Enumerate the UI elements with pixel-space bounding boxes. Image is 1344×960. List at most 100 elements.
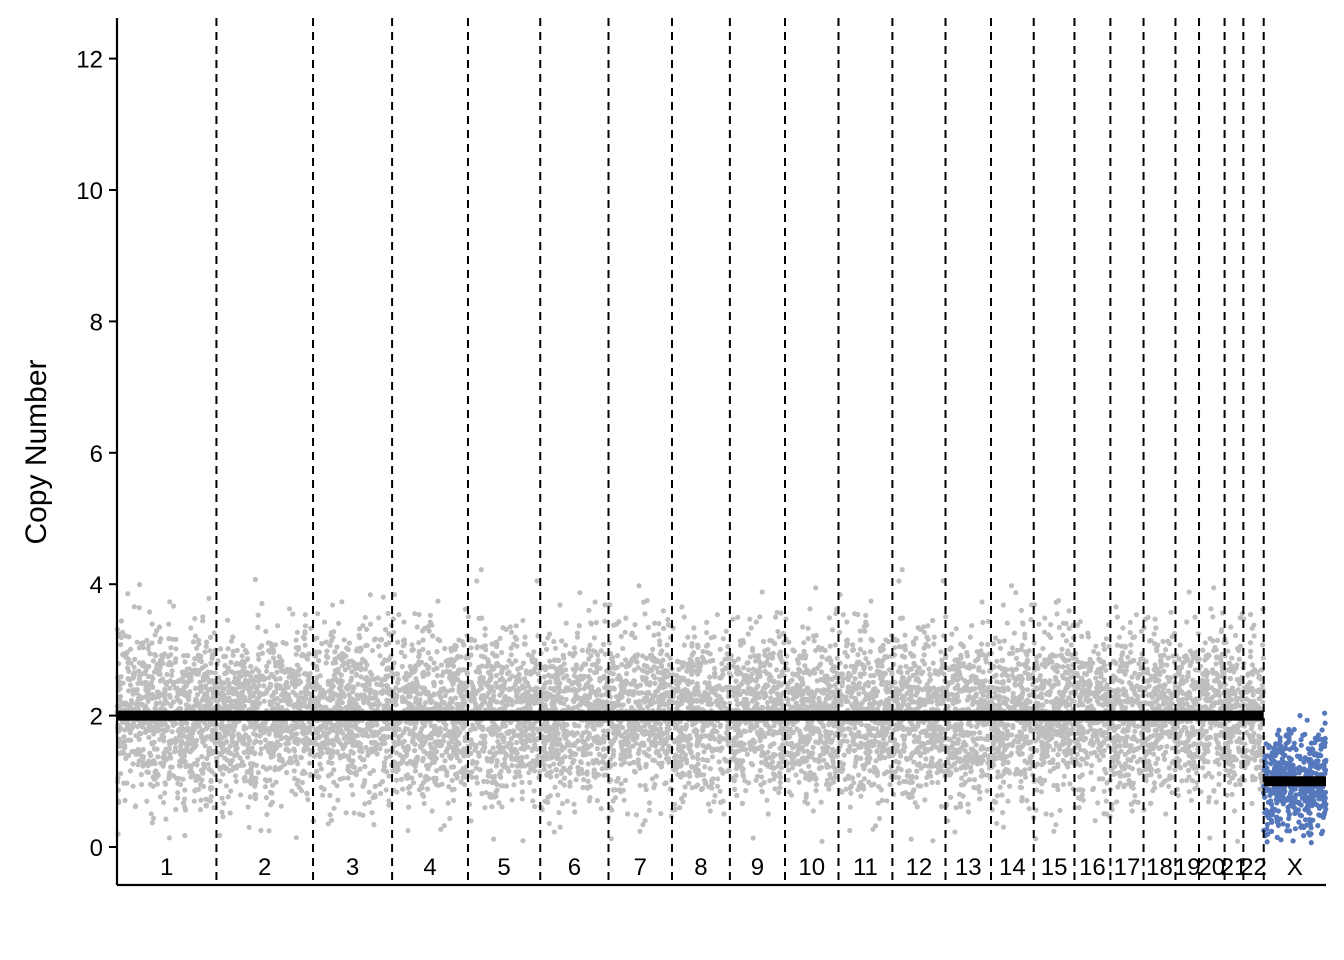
- data-point: [199, 777, 205, 783]
- data-point: [124, 665, 131, 671]
- data-point: [305, 797, 311, 803]
- data-point: [660, 608, 667, 614]
- data-point: [506, 768, 512, 774]
- data-point: [192, 616, 198, 622]
- data-point: [217, 832, 223, 839]
- data-point: [609, 678, 615, 684]
- data-point: [643, 761, 649, 768]
- data-point: [508, 746, 514, 752]
- data-point: [385, 687, 391, 693]
- data-point: [125, 676, 131, 682]
- data-point: [290, 611, 296, 617]
- data-point: [482, 699, 488, 705]
- data-point: [132, 804, 138, 810]
- data-point: [155, 721, 161, 727]
- data-point: [135, 680, 141, 687]
- data-point: [248, 706, 254, 712]
- data-point: [354, 692, 360, 698]
- data-point: [687, 656, 693, 663]
- data-point: [586, 656, 592, 662]
- data-point: [716, 759, 722, 765]
- data-point: [227, 723, 233, 729]
- data-point: [425, 624, 431, 630]
- data-point: [621, 797, 627, 803]
- data-point: [278, 803, 284, 809]
- data-point: [663, 730, 669, 736]
- data-point: [140, 763, 146, 769]
- data-point: [564, 728, 570, 735]
- data-point: [517, 734, 523, 740]
- data-point: [202, 649, 208, 655]
- data-point: [146, 734, 152, 741]
- data-point: [154, 689, 160, 695]
- data-point: [147, 609, 153, 615]
- data-point: [447, 753, 453, 759]
- data-point: [241, 660, 247, 666]
- data-point: [172, 659, 178, 665]
- data-point: [473, 744, 479, 750]
- data-point: [551, 638, 557, 645]
- data-point: [195, 691, 201, 698]
- data-point: [176, 775, 182, 781]
- data-point: [219, 749, 225, 756]
- data-point: [315, 611, 321, 617]
- data-point: [227, 761, 233, 767]
- data-point: [567, 742, 573, 748]
- data-point: [331, 767, 337, 773]
- data-point: [452, 646, 458, 653]
- data-point: [719, 745, 725, 751]
- data-point: [253, 775, 259, 782]
- data-point: [646, 720, 652, 726]
- data-point: [485, 657, 491, 663]
- data-point: [635, 690, 642, 696]
- data-point: [431, 683, 437, 689]
- data-point: [182, 807, 189, 813]
- data-point: [658, 811, 664, 817]
- data-point: [506, 676, 513, 682]
- data-point: [592, 649, 599, 655]
- data-point: [652, 781, 658, 788]
- data-point: [682, 792, 688, 798]
- data-point: [219, 744, 225, 751]
- data-point: [361, 780, 367, 787]
- data-point: [195, 757, 201, 763]
- data-point: [487, 687, 493, 693]
- data-point: [354, 725, 360, 732]
- data-point: [383, 627, 389, 633]
- data-point: [136, 660, 142, 666]
- data-point: [585, 778, 591, 784]
- data-point: [409, 642, 415, 648]
- data-point: [273, 663, 279, 669]
- data-point: [588, 690, 594, 696]
- data-point: [180, 733, 186, 739]
- data-point: [620, 645, 626, 652]
- data-point: [514, 691, 520, 697]
- data-point: [489, 724, 495, 730]
- data-point: [587, 667, 593, 673]
- data-point: [303, 671, 309, 677]
- data-point: [493, 663, 499, 669]
- data-point: [561, 766, 567, 773]
- data-point: [691, 650, 697, 656]
- data-point: [705, 801, 712, 807]
- data-point: [452, 671, 458, 677]
- data-point: [412, 741, 418, 747]
- data-point: [329, 602, 336, 608]
- data-point: [524, 754, 530, 760]
- data-point: [585, 680, 591, 686]
- data-point: [376, 615, 382, 621]
- data-point: [595, 697, 601, 703]
- data-point: [626, 697, 632, 703]
- data-point: [561, 701, 567, 707]
- data-point: [562, 754, 568, 760]
- data-point: [210, 691, 216, 697]
- data-point: [267, 698, 273, 705]
- data-point: [599, 720, 605, 726]
- data-point: [401, 738, 407, 744]
- data-point: [332, 656, 338, 662]
- data-point: [235, 678, 242, 684]
- data-point: [325, 749, 331, 756]
- data-point: [409, 647, 415, 654]
- data-point: [461, 753, 467, 759]
- data-point: [222, 755, 228, 761]
